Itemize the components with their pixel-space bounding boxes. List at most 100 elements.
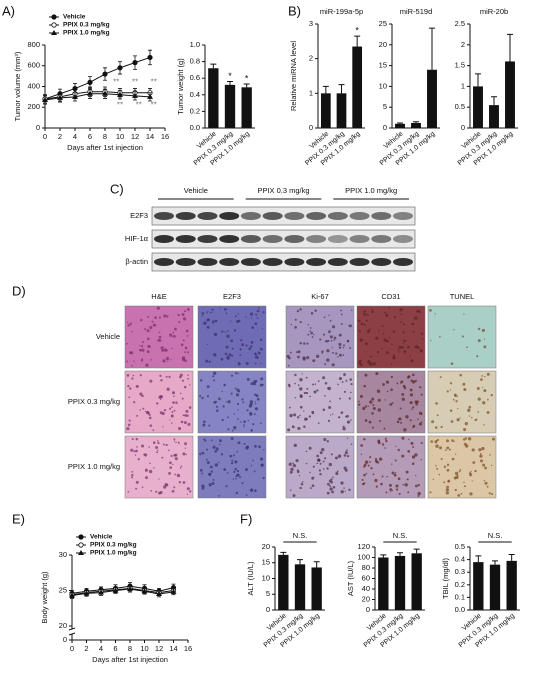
cell-texture xyxy=(329,400,331,403)
cell-texture xyxy=(332,351,334,354)
chart-title: miR-199a-5p xyxy=(320,7,363,16)
cell-texture xyxy=(139,344,141,347)
cell-texture xyxy=(226,334,230,338)
y-tick-label: 0.4 xyxy=(190,90,200,99)
cell-texture xyxy=(418,310,421,313)
chart-title: miR-519d xyxy=(400,7,433,16)
cell-texture xyxy=(337,383,339,386)
cell-texture xyxy=(255,394,259,398)
cell-texture xyxy=(297,384,300,387)
blot-band xyxy=(175,212,196,220)
cell-texture xyxy=(403,339,406,343)
cell-texture xyxy=(385,314,389,318)
point xyxy=(72,93,78,99)
y-tick-label: 100 xyxy=(357,552,370,561)
cell-texture xyxy=(398,417,402,421)
cell-texture xyxy=(245,494,248,496)
cell-texture xyxy=(210,311,212,314)
cell-texture xyxy=(289,406,291,409)
y-tick-label: 2 xyxy=(309,54,313,63)
cell-texture xyxy=(156,306,160,310)
cell-texture xyxy=(390,388,393,392)
cell-texture xyxy=(150,489,153,492)
cell-texture xyxy=(230,339,234,343)
cell-texture xyxy=(386,339,389,343)
cell-texture xyxy=(345,415,347,418)
cell-texture xyxy=(327,386,332,391)
point xyxy=(112,587,119,593)
legend-marker xyxy=(51,14,57,20)
cell-texture xyxy=(299,486,302,490)
cell-texture xyxy=(484,375,486,378)
cell-texture xyxy=(393,473,397,477)
cell-texture xyxy=(182,481,186,484)
cell-texture xyxy=(206,343,209,345)
cell-texture xyxy=(244,468,248,471)
cell-texture xyxy=(254,322,258,326)
cell-texture xyxy=(463,481,465,484)
cell-texture xyxy=(171,406,173,409)
cell-texture xyxy=(472,461,476,465)
cell-texture xyxy=(400,321,402,324)
error-bar xyxy=(413,121,419,124)
cell-texture xyxy=(311,410,315,414)
cell-texture xyxy=(415,474,417,477)
cell-texture xyxy=(206,395,210,398)
cell-texture xyxy=(205,458,208,461)
cell-texture xyxy=(224,331,227,333)
cell-texture xyxy=(313,333,315,336)
cell-texture xyxy=(401,393,405,396)
cell-texture xyxy=(203,420,206,424)
cell-texture xyxy=(140,318,143,322)
cell-texture xyxy=(219,307,221,309)
cell-texture xyxy=(317,380,320,383)
cell-texture xyxy=(250,464,253,467)
cell-texture xyxy=(371,426,374,429)
x-tick-label: 2 xyxy=(84,644,88,653)
error-bar xyxy=(210,63,217,69)
annotation: ** xyxy=(113,77,119,86)
cell-texture xyxy=(457,494,461,497)
cell-texture xyxy=(136,414,139,417)
cell-texture xyxy=(328,462,332,467)
cell-texture xyxy=(299,308,302,311)
cell-texture xyxy=(127,324,130,327)
cell-texture xyxy=(307,333,310,336)
cell-texture xyxy=(340,309,342,312)
bar xyxy=(278,554,289,610)
cell-texture xyxy=(367,330,370,333)
cell-texture xyxy=(374,457,378,461)
cell-texture xyxy=(127,384,130,388)
y-tick-label: 0 xyxy=(461,123,465,132)
cell-texture xyxy=(453,440,455,443)
cell-texture xyxy=(400,421,403,424)
error-bar xyxy=(338,84,345,94)
cell-texture xyxy=(208,424,211,427)
cell-texture xyxy=(389,483,392,487)
cell-texture xyxy=(233,426,237,430)
cell-texture xyxy=(181,312,185,316)
cell-texture xyxy=(342,354,345,357)
cell-texture xyxy=(237,362,241,366)
cell-texture xyxy=(231,347,234,350)
cell-texture xyxy=(141,348,145,352)
cell-texture xyxy=(303,410,305,412)
cell-texture xyxy=(237,441,241,445)
cell-texture xyxy=(330,340,333,342)
cell-texture xyxy=(369,461,371,463)
cell-texture xyxy=(163,409,167,412)
cell-texture xyxy=(350,309,353,311)
cell-texture xyxy=(158,331,161,334)
cell-texture xyxy=(148,446,150,448)
cell-texture xyxy=(369,400,373,404)
cell-texture xyxy=(146,329,150,333)
cell-texture xyxy=(222,405,225,408)
cell-texture xyxy=(212,375,215,378)
cell-texture xyxy=(341,381,344,383)
cell-texture xyxy=(261,463,264,466)
cell-texture xyxy=(156,402,159,405)
cell-texture xyxy=(454,488,457,492)
y-tick-label: 400 xyxy=(27,81,40,90)
bar xyxy=(336,93,347,128)
bar xyxy=(411,123,421,128)
